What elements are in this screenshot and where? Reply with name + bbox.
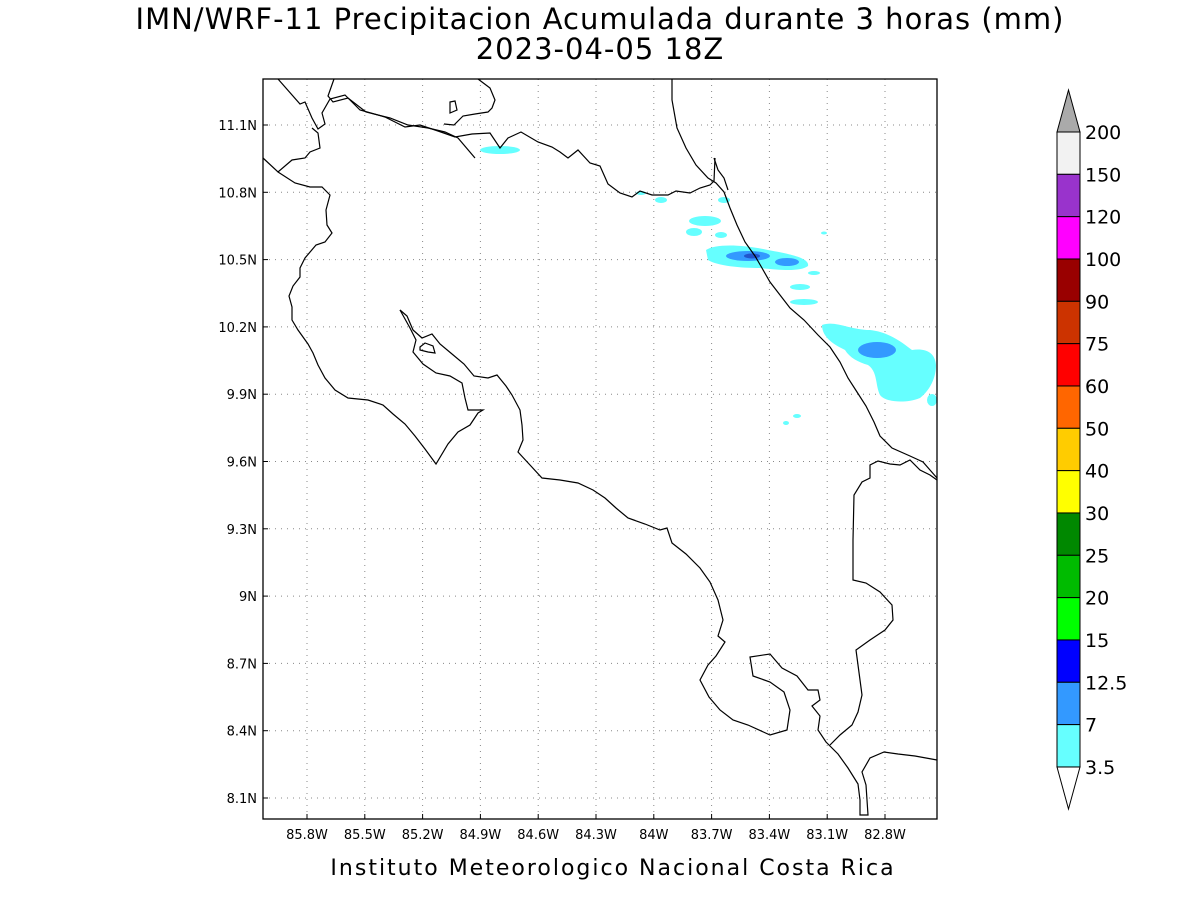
colorbar-label: 150 <box>1085 164 1121 186</box>
colorbar-swatch <box>1056 639 1081 683</box>
colorbar-swatch <box>1056 173 1081 218</box>
colorbar-swatch <box>1056 131 1081 175</box>
colorbar-swatch <box>1056 470 1081 514</box>
gulf-coast-west <box>262 127 321 173</box>
graticule <box>263 79 937 819</box>
colorbar-swatch <box>1056 385 1081 429</box>
longitude-tick-label: 84.3W <box>575 828 617 843</box>
precip-area <box>808 271 820 275</box>
longitude-axis: 85.8W 85.5W 85.2W 84.9W 84.6W 84.3W 84W 83.7W 83… <box>286 814 906 843</box>
colorbar-swatch <box>1056 300 1081 345</box>
precip-area <box>783 421 789 425</box>
precip-area <box>790 284 810 290</box>
colorbar-label: 12.5 <box>1085 672 1127 694</box>
precip-area <box>775 258 799 266</box>
precip-area <box>715 232 727 238</box>
panama-border <box>829 459 938 746</box>
colorbar-swatch <box>1056 681 1081 726</box>
colorbar-swatch <box>1056 258 1081 302</box>
colorbar-swatch <box>1056 343 1081 387</box>
longitude-tick-label: 83.4W <box>748 828 790 843</box>
longitude-tick-label: 85.2W <box>402 828 444 843</box>
pacific-coast <box>277 171 486 466</box>
latitude-tick-label: 9.3N <box>227 523 257 538</box>
map-frame <box>262 78 938 820</box>
latitude-tick-label: 9.6N <box>227 456 257 471</box>
colorbar-swatch <box>1056 512 1081 556</box>
latitude-tick-label: 9.9N <box>227 388 257 403</box>
precip-area <box>793 414 801 418</box>
latitude-tick-label: 10.2N <box>218 321 257 336</box>
colorbar-label: 100 <box>1085 249 1121 271</box>
latitude-tick-label: 8.1N <box>227 792 257 807</box>
map-background <box>263 79 937 819</box>
longitude-tick-label: 84.9W <box>459 828 501 843</box>
colorbar-label: 90 <box>1085 291 1109 313</box>
colorbar-label: 25 <box>1085 545 1109 567</box>
precip-area <box>689 216 721 226</box>
latitude-tick-label: 8.7N <box>227 657 257 672</box>
nicoya-gulf-coast <box>399 309 938 816</box>
longitude-tick-label: 85.5W <box>344 828 386 843</box>
caribbean-north-coast <box>713 157 729 191</box>
precip-area <box>744 253 760 259</box>
colorbar-over-arrow <box>1056 88 1081 133</box>
longitude-tick-label: 84W <box>639 828 669 843</box>
nicaragua-coast <box>277 78 716 198</box>
latitude-tick-label: 10.5N <box>218 254 257 269</box>
map-panel <box>262 78 938 820</box>
caribbean-coast <box>671 79 938 479</box>
colorbar-label: 3.5 <box>1085 757 1115 779</box>
latitude-tick-label: 9N <box>239 590 257 605</box>
colorbar-label: 75 <box>1085 334 1109 356</box>
coastlines <box>262 78 938 816</box>
precip-area <box>927 394 937 406</box>
nicaragua-border <box>327 78 476 159</box>
colorbar-label: 30 <box>1085 503 1109 525</box>
colorbar-label: 15 <box>1085 630 1109 652</box>
longitude-tick-label: 84.6W <box>517 828 559 843</box>
colorbar-under-arrow <box>1056 766 1081 811</box>
precip-area <box>790 299 818 305</box>
lake-nicaragua-coast <box>443 78 496 126</box>
map-subtitle: 2023-04-05 18Z <box>475 32 725 66</box>
latitude-tick-label: 10.8N <box>218 186 257 201</box>
colorbar-label: 20 <box>1085 588 1109 610</box>
longitude-tick-label: 83.7W <box>691 828 733 843</box>
san-lucas-island <box>419 342 436 354</box>
ometepe-island <box>449 100 458 114</box>
footer-credit: Instituto Meteorologico Nacional Costa R… <box>330 856 896 881</box>
precip-area <box>686 228 702 236</box>
colorbar-label: 200 <box>1085 122 1121 144</box>
latitude-tick-label: 8.4N <box>227 725 257 740</box>
precip-area <box>480 146 520 154</box>
precip-area <box>655 197 667 203</box>
precip-area <box>822 323 936 402</box>
longitude-tick-label: 82.8W <box>864 828 906 843</box>
precipitation-areas <box>480 146 937 425</box>
colorbar-swatch <box>1056 554 1081 599</box>
colorbar-label: 50 <box>1085 418 1109 440</box>
latitude-axis: 11.1N 10.8N 10.5N 10.2N 9.9N 9.6N 9.3N 9N 8.7N 8.… <box>218 119 268 807</box>
colorbar-swatch <box>1056 597 1081 641</box>
colorbar-swatch <box>1056 724 1081 768</box>
colorbar: 200 150 120 100 90 75 60 50 40 30 25 20 15 12.5 7 3.5 <box>1056 88 1127 811</box>
colorbar-label: 120 <box>1085 207 1121 229</box>
colorbar-swatch <box>1056 216 1081 260</box>
colorbar-label: 60 <box>1085 376 1109 398</box>
colorbar-swatch <box>1056 427 1081 472</box>
colorbar-label: 7 <box>1085 715 1097 737</box>
longitude-tick-label: 85.8W <box>286 828 328 843</box>
latitude-tick-label: 11.1N <box>218 119 257 134</box>
precip-area <box>821 231 827 235</box>
precip-area <box>858 342 896 358</box>
map-title: IMN/WRF-11 Precipitacion Acumulada duran… <box>135 2 1065 36</box>
longitude-tick-label: 83.1W <box>806 828 848 843</box>
colorbar-label: 40 <box>1085 461 1109 483</box>
